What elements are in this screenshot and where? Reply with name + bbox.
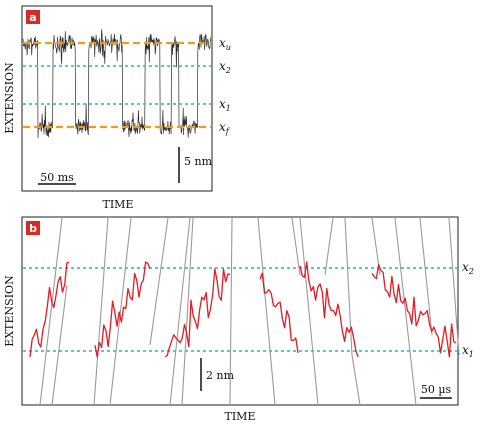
panel-a-ylabel: EXTENSION: [3, 62, 16, 134]
panel-b-gray-segment-16: [394, 217, 417, 406]
panel-b-frame: [21, 216, 459, 406]
panel-a-frame: [21, 5, 213, 192]
panel-a-trace-line: [22, 29, 211, 139]
panel-b-transition-path-4: [259, 272, 299, 353]
panel-b-gray-segment-6: [169, 217, 191, 406]
panel-a-xlabel: TIME: [103, 198, 134, 211]
panel-b-transition-path-1: [29, 261, 70, 358]
panel-b-gray-trajectory: [39, 217, 460, 406]
panel-b-ylabel: EXTENSION: [3, 275, 16, 347]
panel-b-gray-segment-13: [344, 217, 353, 356]
panel-a-badge: a: [29, 11, 36, 24]
panel-b-level-label-x2: x2: [462, 260, 474, 276]
panel-b-gray-segment-10: [291, 217, 301, 276]
panel-a-level-label-x1: x1: [219, 97, 231, 113]
panel-b-gray-segment-8: [229, 217, 233, 406]
panel-b-gray-segment-5: [149, 217, 169, 346]
panel-a-badge-box: [26, 10, 40, 24]
panel-b-transition-path-3: [164, 268, 230, 358]
panel-b-gray-segment-11: [299, 217, 319, 406]
panel-b-gray-segment-12: [324, 217, 334, 276]
panel-b-gray-segment-4: [109, 217, 132, 406]
panel-b-gray-segment-9: [257, 217, 276, 406]
panel-b-badge: b: [29, 222, 37, 235]
panel-a-level-label-xu: xu: [219, 36, 231, 52]
panel-a-time-scale-label: 50 ms: [40, 171, 74, 184]
panel-b-gray-segment-1: [39, 217, 63, 406]
panel-b-ext-scale-label: 2 nm: [206, 369, 235, 382]
panel-b-gray-segment-17: [419, 217, 433, 336]
panel-a-trace-group: [22, 29, 211, 139]
panel-b-gray-segment-7: [181, 217, 194, 406]
panel-b-level-label-x1: x1: [462, 343, 474, 359]
panel-b-gray-segment-2: [51, 284, 68, 406]
panel-a-level-label-x2: x2: [219, 59, 231, 75]
panel-a-ext-scale-label: 5 nm: [184, 155, 213, 168]
panel-b-gray-segment-3: [93, 217, 109, 406]
panel-b-transition-path-2: [94, 261, 151, 358]
panel-b-transition-path-5: [299, 261, 359, 358]
panel-b-transition-path-6: [371, 263, 457, 358]
panel-b-chart: b x2 x1 EXTENSION TIME 2 nm 50 µs: [3, 216, 474, 423]
panel-b-reference-lines: [23, 267, 457, 352]
panel-a-reference-lines: [23, 41, 211, 129]
panel-a-chart: a xu x2 x1 xf EXTENSION TIME 50 ms 5 nm: [3, 5, 231, 211]
panel-a-level-label-xf: xf: [219, 120, 231, 136]
panel-b-badge-box: [26, 221, 40, 235]
panel-b-transition-paths: [29, 261, 457, 358]
panel-b-gray-segment-18: [448, 217, 460, 356]
panel-b-gray-segment-14: [351, 354, 361, 406]
panel-b-xlabel: TIME: [225, 410, 256, 423]
panel-b-time-scale-label: 50 µs: [421, 383, 452, 396]
